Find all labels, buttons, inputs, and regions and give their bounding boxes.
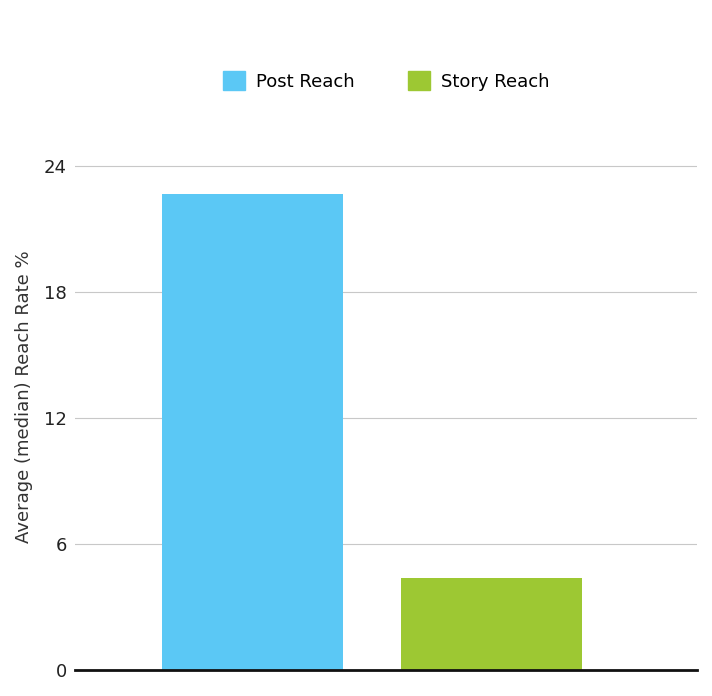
Bar — [401, 578, 582, 670]
Legend: Post Reach, Story Reach: Post Reach, Story Reach — [214, 63, 558, 100]
Y-axis label: Average (median) Reach Rate %: Average (median) Reach Rate % — [15, 251, 33, 544]
Bar — [162, 193, 343, 670]
